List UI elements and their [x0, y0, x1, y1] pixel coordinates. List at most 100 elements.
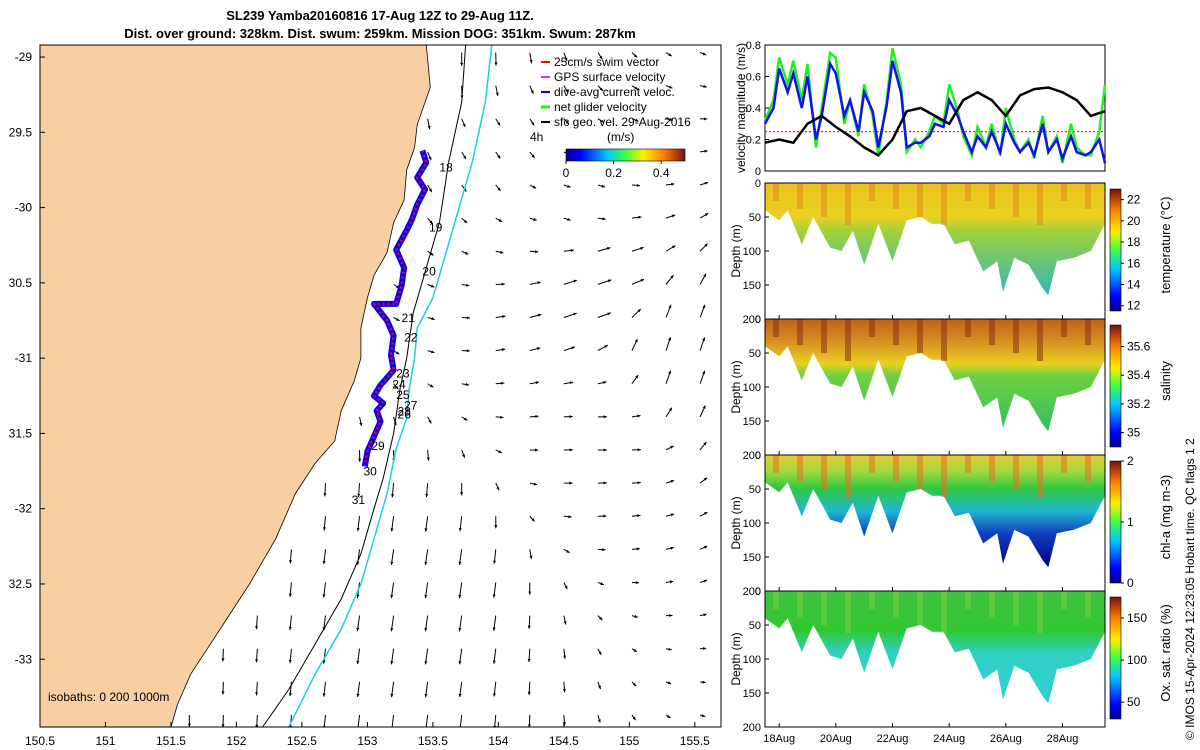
arrow-head [667, 715, 671, 719]
arrow-head [669, 580, 674, 584]
section-streak [821, 319, 827, 353]
velocity-arrow [390, 549, 395, 566]
arrow-head [458, 527, 462, 532]
arrow-head [288, 692, 292, 697]
velocity-arrow [495, 315, 506, 319]
arrow-head [702, 304, 706, 309]
section-streak [869, 455, 875, 473]
colorbar-tick-label: 100 [1127, 653, 1147, 667]
velocity-arrow [699, 680, 706, 684]
section-streak [965, 183, 971, 201]
arrow-head [527, 691, 531, 695]
arrow-head [458, 594, 462, 599]
map-y-tick-label: -30 [15, 201, 33, 215]
arrow-shaft [391, 714, 395, 727]
section-ylabel: Depth (m) [729, 360, 743, 413]
arrow-head [573, 312, 577, 316]
map-y-tick-label: 29.5 [9, 125, 33, 139]
velocity-arrow [563, 548, 570, 554]
velocity-arrow [597, 184, 606, 188]
velocity-arrow [461, 151, 467, 160]
velocity-arrow [529, 151, 536, 159]
arrow-head [573, 279, 577, 283]
velocity-frame [764, 44, 1106, 172]
section-y-tick-label: 150 [743, 552, 761, 564]
section-colorbar [1109, 596, 1122, 720]
velocity-arrow [597, 448, 607, 452]
arrow-head [390, 594, 394, 599]
velocity-arrow [665, 304, 672, 318]
arrow-head [568, 515, 572, 519]
velocity-arrow [699, 337, 706, 351]
time-tick-label: 28Aug [1047, 733, 1079, 745]
arrow-head [458, 693, 462, 698]
section-streak [869, 591, 875, 609]
legend-item-gps: GPS surface velocity [554, 70, 665, 84]
velocity-arrow [699, 441, 707, 451]
velocity-arrow [494, 516, 498, 529]
velocity-ylabel: velocity magnitude (m/s) [734, 43, 748, 173]
day-label: 31 [352, 493, 366, 507]
velocity-arrow [391, 483, 395, 498]
section-streak [989, 591, 995, 617]
velocity-arrow [288, 549, 293, 564]
velocity-arrow [390, 681, 395, 698]
section-streak [941, 319, 947, 361]
arrow-head [670, 275, 674, 279]
map-y-tick-label: -29 [15, 50, 33, 64]
chart-title: SL239 Yamba20160816 17-Aug 12Z to 29-Aug… [226, 8, 534, 23]
velocity-arrow [631, 481, 641, 485]
arrow-head [390, 693, 394, 698]
arrow-head [533, 217, 537, 221]
section-colorbar [1109, 460, 1122, 584]
arrow-head [703, 477, 708, 481]
velocity-arrow [461, 449, 466, 458]
surface-velocity-vectors [187, 52, 709, 727]
velocity-arrow [631, 714, 636, 721]
velocity-arrow [390, 648, 395, 665]
map-y-tick-label: -31 [15, 351, 33, 365]
arrow-head [492, 660, 496, 664]
section-streak [989, 183, 995, 209]
arrow-head [496, 486, 500, 491]
velocity-arrow [597, 52, 603, 60]
arrow-head [563, 655, 567, 659]
arrow-head [499, 250, 504, 254]
map-x-tick-label: 152 [226, 734, 246, 748]
arrow-head [637, 308, 641, 313]
arrow-head [428, 419, 432, 424]
velocity-arrow [699, 579, 708, 583]
arrow-head [498, 450, 502, 453]
colorbar-label: temperature (°C) [1158, 197, 1173, 294]
arrow-head [632, 682, 637, 687]
section-streak [1061, 455, 1067, 473]
arrow-head [424, 561, 428, 566]
velocity-arrow [699, 181, 709, 186]
velocity-arrow [390, 615, 395, 632]
velocity-arrow [495, 415, 504, 419]
section-streak [1085, 455, 1091, 481]
velocity-arrow [529, 347, 541, 352]
glider-track-swim-vectors [363, 150, 428, 467]
velocity-arrow [221, 681, 225, 695]
velocity-arrow [495, 151, 501, 159]
arrow-head [390, 627, 394, 632]
arrow-head [322, 693, 326, 697]
arrow-shaft [323, 714, 326, 727]
velocity-arrow [563, 279, 578, 285]
arrow-head [431, 317, 435, 321]
colorbar-scale-label: 4h [530, 130, 543, 144]
colorbar-label: salinity [1158, 361, 1173, 401]
arrow-head [569, 481, 573, 485]
map-legend: 25cm/s swim vector GPS surface velocity … [541, 55, 691, 129]
velocity-arrow [597, 344, 609, 352]
velocity-arrow [492, 648, 497, 664]
arrow-head [702, 680, 706, 684]
velocity-arrow [699, 243, 708, 252]
section-y-tick-label: 200 [743, 722, 761, 734]
velocity-arrow [597, 714, 601, 723]
arrow-head [527, 724, 531, 727]
arrow-head [535, 414, 539, 419]
arrow-head [429, 384, 434, 388]
